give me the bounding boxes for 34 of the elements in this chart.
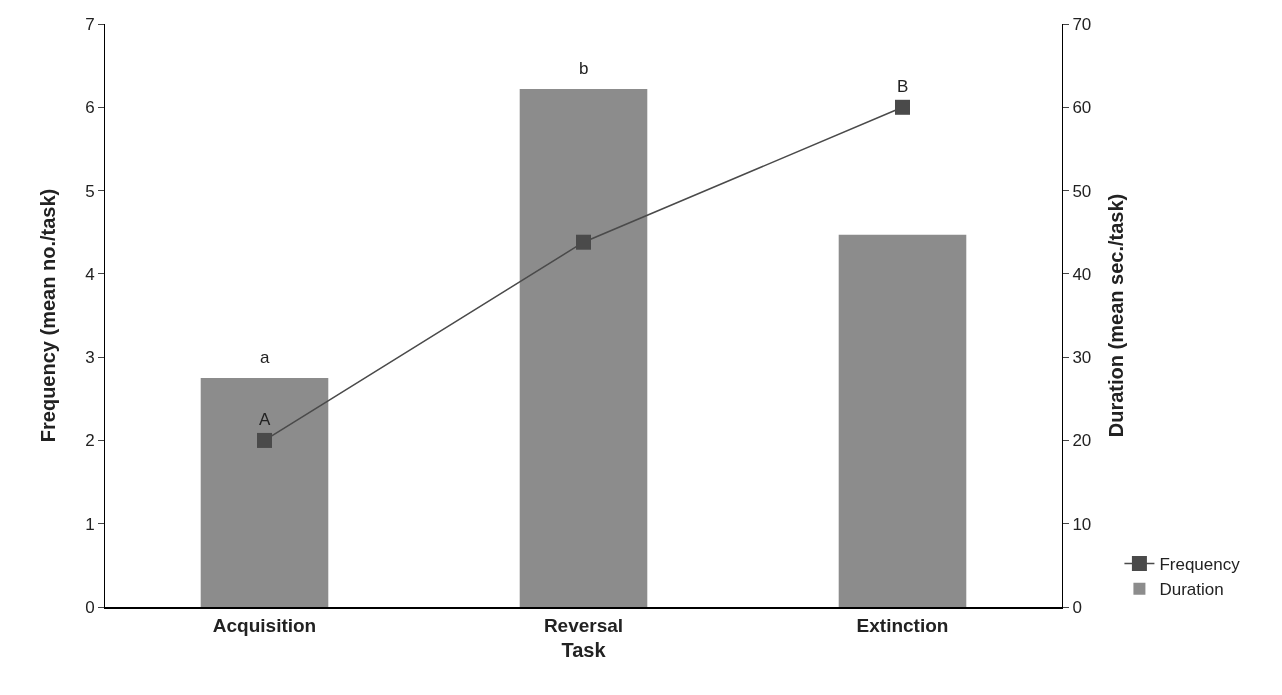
y-tick-label: 2: [85, 431, 95, 451]
y2-tick-label: 0: [1072, 597, 1082, 617]
y-tick-label: 3: [85, 348, 95, 368]
legend-label: Duration: [1159, 580, 1224, 600]
y2-tick-label: 70: [1072, 14, 1092, 34]
bar: [519, 88, 648, 607]
annotation: B: [897, 77, 909, 96]
x-tick-label: Reversal: [543, 614, 624, 636]
y2-tick-label: 20: [1072, 431, 1092, 451]
bar: [838, 234, 967, 607]
y-tick-label: 0: [85, 597, 95, 617]
point: [257, 432, 272, 448]
x-axis-title: Task: [561, 638, 607, 661]
y2-axis-title: Duration (mean sec./task): [1104, 193, 1127, 438]
y-tick-label: 4: [85, 264, 95, 284]
y-tick-label: 5: [85, 181, 95, 201]
annotation: A: [259, 410, 271, 429]
x-tick-label: Acquisition: [212, 614, 317, 636]
y2-tick-label: 10: [1072, 514, 1092, 534]
y-tick-label: 1: [85, 514, 95, 534]
annotation: b: [579, 59, 589, 78]
legend-label: Frequency: [1159, 555, 1241, 575]
y2-tick-label: 50: [1072, 181, 1092, 201]
x-tick-label: Extinction: [856, 614, 949, 636]
y2-tick-label: 30: [1072, 348, 1092, 368]
y2-tick-label: 60: [1072, 98, 1092, 118]
y2-tick-label: 40: [1072, 264, 1092, 284]
y-axis-title: Frequency (mean no./task): [36, 188, 59, 443]
bar: [200, 377, 329, 607]
point: [576, 234, 591, 250]
y-tick-label: 7: [85, 14, 95, 34]
point: [895, 99, 910, 115]
annotation: a: [260, 348, 270, 367]
y-tick-label: 6: [85, 98, 95, 118]
